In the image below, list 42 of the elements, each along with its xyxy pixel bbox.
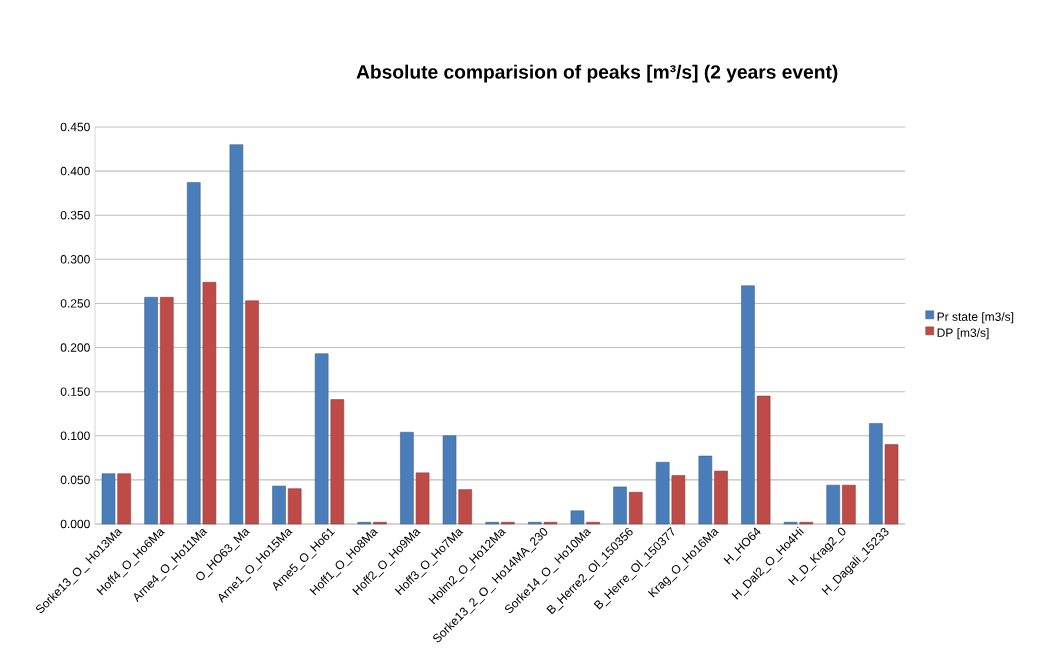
bar (287, 488, 302, 525)
chart-title: Absolute comparision of peaks [m³/s] (2 years event) (356, 64, 838, 83)
y-tick-label: 0.250 (60, 299, 90, 308)
legend-label: Pr state [m3/s] (937, 312, 1014, 324)
bar (628, 491, 643, 525)
bar (458, 489, 472, 525)
bar (698, 455, 713, 525)
y-tick-label: 0.400 (60, 166, 90, 176)
bar (229, 144, 244, 525)
y-tick-label: 0.100 (60, 431, 90, 441)
bar (714, 470, 728, 525)
bar (415, 472, 430, 525)
bar (884, 444, 899, 525)
bar (144, 296, 158, 525)
bar (272, 485, 286, 525)
bar (202, 282, 217, 525)
bar (741, 285, 755, 525)
bar (117, 473, 131, 525)
bar (570, 510, 585, 525)
y-tick-label: 0.450 (60, 122, 90, 132)
bar (314, 353, 329, 525)
bar (400, 431, 414, 525)
bar (613, 486, 627, 525)
bar (756, 395, 771, 525)
bar (671, 475, 686, 525)
bar (186, 182, 201, 525)
y-tick-label: 0.050 (60, 475, 90, 485)
bar (245, 300, 259, 525)
legend-label: DP [m3/s] (937, 328, 989, 340)
y-tick-label: 0.150 (60, 387, 90, 396)
bar (826, 484, 840, 525)
bar (442, 435, 457, 525)
bar (842, 484, 856, 525)
y-tick-label: 0.300 (60, 255, 90, 264)
y-tick-label: 0.350 (60, 210, 90, 220)
bar (160, 296, 174, 525)
bar (655, 461, 670, 525)
y-tick-label: 0.000 (60, 519, 90, 529)
bar (101, 473, 116, 525)
bar (869, 423, 883, 525)
y-tick-label: 0.200 (60, 343, 90, 352)
bar (330, 399, 345, 525)
